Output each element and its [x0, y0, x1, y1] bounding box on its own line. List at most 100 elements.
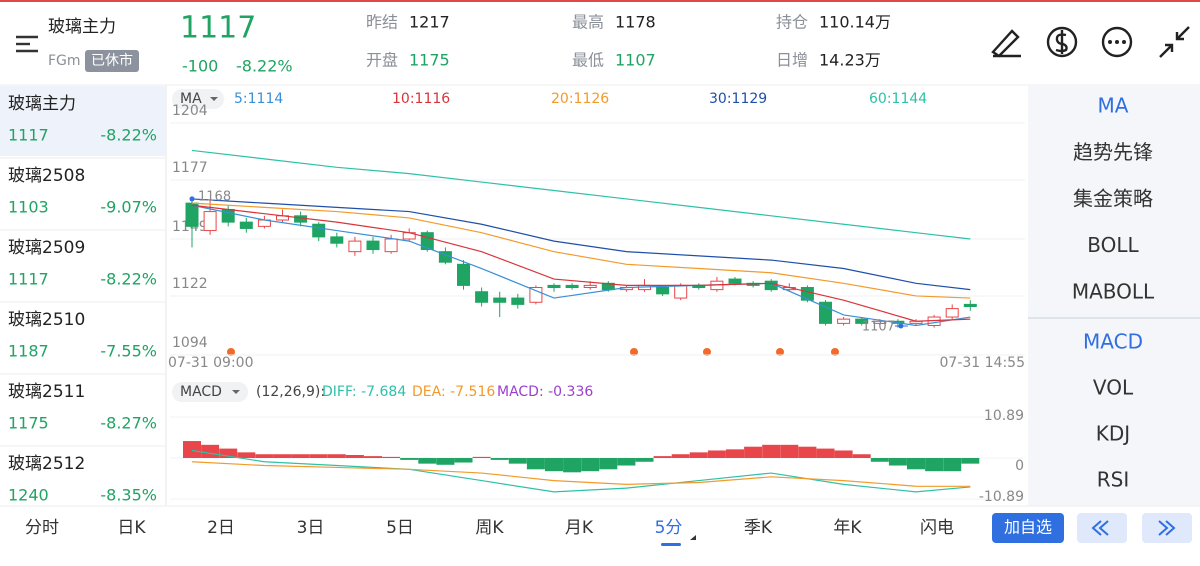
y-tick-label: 1094	[172, 335, 208, 351]
caret	[232, 390, 240, 394]
low-label: 1107	[862, 320, 895, 335]
tab[interactable]: 3日	[297, 518, 325, 538]
macd-bar	[816, 448, 835, 458]
indicator-button: MA	[180, 91, 202, 107]
watch-name: 玻璃主力	[8, 94, 76, 114]
dot	[1122, 40, 1126, 44]
ma-line	[191, 198, 971, 291]
candle-body	[583, 284, 597, 289]
candle-body	[837, 318, 851, 324]
watch-price: 1240	[8, 486, 49, 505]
ma-legend: 20:1126	[551, 91, 609, 107]
stat-value: 1107	[615, 51, 656, 70]
macd-tick-label: -10.89	[979, 489, 1024, 505]
toolbar-icons[interactable]	[991, 26, 1190, 58]
candle-body	[239, 221, 253, 229]
tab[interactable]: 2日	[207, 518, 235, 538]
macd-bar	[798, 446, 817, 458]
watch-change: -8.22%	[100, 126, 157, 145]
watch-name: 玻璃2512	[8, 454, 85, 474]
indicator[interactable]: BOLL	[1087, 233, 1139, 257]
add-button[interactable]	[992, 513, 1064, 543]
y-tick-label: 1204	[172, 103, 208, 119]
indicator[interactable]: 趋势先锋	[1073, 140, 1153, 164]
macd-bar	[183, 441, 201, 458]
macd-bar	[382, 456, 401, 458]
macd-params: (12,26,9):	[256, 384, 325, 400]
stat-label: 开盘	[366, 51, 398, 70]
watch-name: 玻璃2511	[8, 382, 85, 402]
stat-value: 1178	[615, 13, 656, 32]
macd-bar	[255, 454, 274, 458]
ma-line	[191, 204, 971, 322]
top-border	[0, 0, 1200, 2]
y-tick-label: 1122	[172, 276, 208, 292]
indicator[interactable]: KDJ	[1096, 422, 1130, 446]
candle-body	[511, 297, 525, 305]
tab[interactable]: 月K	[565, 518, 594, 538]
high-marker	[189, 196, 195, 202]
high-label: 1168	[198, 189, 231, 204]
tab[interactable]: 日K	[117, 518, 146, 538]
macd-bar	[490, 458, 509, 460]
watch-price: 1187	[8, 342, 49, 361]
stat-value: 1217	[409, 13, 450, 32]
dea-legend: DEA: -7.516	[412, 384, 495, 400]
add-button-label[interactable]: 加自选	[1004, 518, 1052, 537]
tab[interactable]: 5分	[655, 518, 683, 538]
candle-body	[457, 263, 470, 286]
tab[interactable]: 5日	[386, 518, 414, 538]
watch-change: -7.55%	[100, 342, 157, 361]
indicator[interactable]: MACD	[1083, 330, 1143, 354]
stat-label: 最高	[572, 13, 604, 32]
tab[interactable]: 年K	[833, 518, 862, 538]
macd-bar	[888, 458, 907, 466]
indicator[interactable]: 集金策略	[1073, 187, 1153, 211]
macd-bar	[852, 454, 871, 458]
macd-tick-label: 0	[1015, 458, 1024, 474]
tab[interactable]: 季K	[744, 518, 773, 538]
macd-bar	[653, 456, 672, 458]
watch-price: 1117	[8, 270, 49, 289]
candle-body	[493, 297, 507, 303]
candle-body	[945, 308, 959, 318]
macd-bar	[563, 458, 582, 473]
macd-bar	[201, 444, 220, 458]
candle-body	[674, 284, 688, 299]
macd-bar	[726, 449, 744, 458]
menu-icon[interactable]	[16, 35, 38, 53]
watch-change: -8.35%	[100, 486, 157, 505]
macd-bar	[581, 458, 600, 472]
indicator[interactable]: MA	[1098, 94, 1129, 118]
macd-bar	[364, 456, 382, 458]
tab[interactable]: 分时	[25, 518, 59, 538]
ma-legend: 30:1129	[709, 91, 767, 107]
macd-bar	[599, 458, 618, 470]
ma-legend: 5:1114	[234, 91, 283, 107]
ma-button[interactable]	[172, 89, 224, 109]
dot	[1115, 40, 1119, 44]
watch-price: 1175	[8, 414, 49, 433]
symbol-code: FGm	[48, 53, 81, 69]
indicator[interactable]: VOL	[1093, 376, 1134, 400]
indicator[interactable]: RSI	[1097, 468, 1130, 492]
macd-bar	[744, 446, 763, 458]
tab[interactable]: 闪电	[920, 518, 954, 538]
macd-bar	[291, 454, 310, 458]
tab[interactable]: 周K	[475, 518, 504, 538]
stat-value: 1175	[409, 51, 450, 70]
prev-button[interactable]	[1077, 513, 1127, 543]
stat-label: 昨结	[366, 13, 398, 32]
ma-legend: 60:1144	[869, 91, 927, 107]
macd-bar	[780, 444, 799, 458]
stat-value: 14.23万	[819, 51, 881, 70]
macd-legend: MACD: -0.336	[497, 384, 593, 400]
indicator[interactable]: MABOLL	[1072, 280, 1155, 304]
price: 1117	[180, 11, 256, 46]
macd-bar	[508, 458, 527, 464]
prev-icon	[1091, 520, 1109, 536]
macd-button[interactable]	[172, 382, 248, 402]
tab-underline	[661, 543, 681, 546]
candle-body	[384, 238, 398, 253]
macd-bar	[834, 450, 853, 458]
